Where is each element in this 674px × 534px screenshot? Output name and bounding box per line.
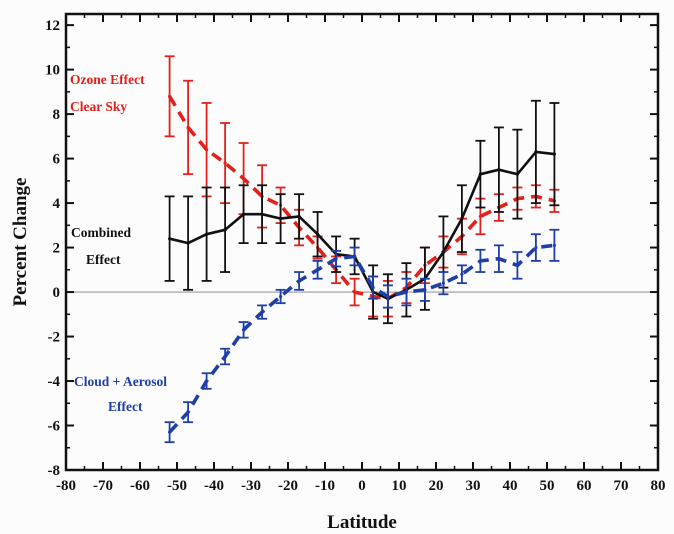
y-tick-label: 8 [53,107,61,123]
ozone-data-point [205,148,209,152]
x-tick-label: -60 [130,478,150,494]
x-tick-label: -20 [278,478,298,494]
ozone-series-line [168,95,555,301]
x-tick-label: -50 [167,478,187,494]
cloud-data-point [242,328,246,332]
cloud-data-point [205,379,209,383]
ozone-data-point [353,290,357,294]
ozone-label-line-1: Ozone Effect [70,72,145,87]
x-tick-label: 70 [614,478,629,494]
combined-data-point [441,250,445,254]
y-tick-label: 10 [45,63,60,79]
combined-data-point [552,152,557,156]
cloud-label-line-2: Effect [108,399,143,414]
x-tick-label: 60 [577,478,592,494]
y-tick-label: 4 [53,196,61,212]
y-tick-label: -6 [48,419,61,435]
x-axis-title: Latitude [327,512,397,533]
ozone-data-point [168,94,172,98]
ozone-label-line-2: Clear Sky [70,99,127,114]
cloud-data-point [297,279,301,283]
combined-data-point [515,172,520,176]
y-tick-label: 0 [53,285,61,301]
combined-data-point [497,168,501,172]
cloud-data-point [186,410,190,414]
combined-data-point [478,172,482,176]
x-tick-label: 10 [392,478,407,494]
cloud-data-point [497,257,501,261]
cloud-data-point [223,354,227,359]
plot-frame [64,12,660,472]
cloud-data-point [534,245,538,250]
combined-data-point [534,150,538,154]
x-tick-label: -40 [204,478,224,494]
ozone-data-point [223,161,227,165]
combined-data-point [316,232,320,236]
y-tick-label: 12 [45,18,60,34]
cloud-data-point [279,294,283,299]
cloud-data-point [353,254,357,259]
cloud-data-point [441,281,445,285]
y-tick-label: 6 [53,152,61,168]
x-tick-label: 30 [466,478,481,494]
combined-data-point [168,237,172,241]
combined-data-point [460,217,464,221]
combined-label-line-2: Effect [86,252,121,267]
combined-data-point [260,212,264,216]
combined-label-line-1: Combined [71,225,132,240]
combined-data-point [205,232,209,236]
ozone-data-point [242,177,246,181]
combined-data-point [279,217,283,221]
cloud-data-point [316,268,320,272]
combined-data-point [223,228,227,232]
y-tick-label: -4 [48,374,61,390]
cloud-label-line-1: Cloud + Aerosol [74,374,167,389]
cloud-data-point [386,294,390,299]
x-tick-label: 0 [358,478,366,494]
combined-data-point [297,214,301,219]
cloud-data-point [168,430,172,434]
cloud-data-point [260,310,264,314]
combined-series-line [169,150,555,301]
cloud-data-point [371,286,375,290]
cloud-data-point [552,243,557,247]
cloud-data-point [478,259,482,263]
x-tick-label: -80 [56,478,76,494]
ozone-data-point [186,125,190,130]
cloud-data-point [423,288,427,292]
y-tick-label: 2 [53,241,61,257]
combined-data-point [186,241,190,245]
cloud-series-line [168,243,555,434]
cloud-data-point [460,272,464,276]
y-axis-title: Percent Change [10,178,31,307]
cloud-data-point [515,263,520,267]
cloud-data-point [334,257,338,261]
x-tick-label: 20 [429,478,444,494]
y-tick-label: -2 [48,330,61,346]
y-tick-label: -8 [48,463,61,479]
combined-data-point [242,212,246,216]
x-tick-label: 40 [503,478,518,494]
cloud-data-point [404,290,408,294]
x-tick-label: -30 [241,478,261,494]
x-tick-label: 50 [540,478,555,494]
x-tick-label: -70 [93,478,113,494]
ozone-data-point [478,214,482,219]
x-tick-label: -10 [315,478,335,494]
x-tick-label: 80 [651,478,666,494]
